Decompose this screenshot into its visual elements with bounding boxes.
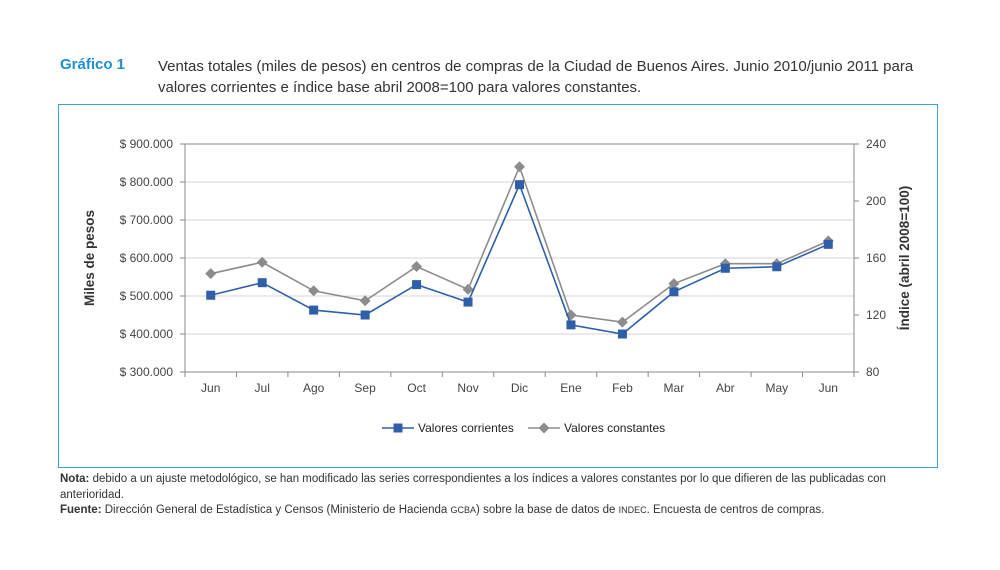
chart-frame [58,104,938,468]
fuente-text-3: . Encuesta de centros de compras. [646,504,825,516]
x-tick-label: Dic [511,381,528,395]
data-point-corrientes [463,297,473,307]
y2-axis-title: Índice (abril 2008=100) [897,186,912,330]
data-point-constantes [616,316,628,328]
x-tick-label: Mar [664,381,685,395]
data-point-corrientes [720,263,730,273]
notes-block: Nota: debido a un ajuste metodológico, s… [60,472,940,519]
x-tick-label: Oct [407,381,426,395]
data-point-corrientes [257,278,267,288]
y-tick-label: $ 600.000 [120,251,174,265]
fuente-indec: INDEC [618,505,647,515]
data-point-constantes [668,278,680,290]
y2-tick-label: 80 [866,365,880,379]
x-tick-label: Ene [560,381,582,395]
legend-marker-constantes [538,422,550,434]
data-point-corrientes [360,310,370,320]
y-tick-label: $ 300.000 [120,365,174,379]
fuente-gcba: GCBA [450,505,477,515]
fuente-label: Fuente: [60,504,102,516]
y-tick-label: $ 500.000 [120,289,174,303]
nota-line: Nota: debido a un ajuste metodológico, s… [60,472,940,503]
x-tick-label: Jul [255,381,270,395]
data-point-constantes [256,256,268,268]
x-tick-label: Sep [354,381,376,395]
y-tick-label: $ 400.000 [120,327,174,341]
legend-label-corrientes: Valores corrientes [418,421,514,435]
data-point-corrientes [515,180,524,190]
y2-tick-label: 240 [866,137,886,151]
data-point-corrientes [412,280,422,290]
nota-text: debido a un ajuste metodológico, se han … [60,473,886,501]
figure-label: Gráfico 1 [60,56,126,73]
data-point-corrientes [617,329,627,339]
y-tick-label: $ 900.000 [120,137,174,151]
data-point-constantes [205,268,217,280]
data-point-corrientes [823,239,833,249]
data-point-corrientes [566,320,576,330]
data-point-constantes [359,295,371,307]
x-tick-label: Jun [201,381,220,395]
y2-tick-label: 120 [866,308,886,322]
data-point-corrientes [669,287,679,297]
fuente-text-2: ) sobre la base de datos de [476,504,619,516]
fuente-text-1: Dirección General de Estadística y Censo… [101,504,451,516]
figure-title: Ventas totales (miles de pesos) en centr… [158,58,914,96]
x-tick-label: Abr [716,381,735,395]
legend-label-constantes: Valores constantes [564,421,665,435]
nota-label: Nota: [60,473,90,485]
series-line-corrientes [210,182,829,335]
legend-marker-corrientes [393,423,403,433]
data-point-constantes [411,261,423,273]
x-tick-label: May [765,381,788,395]
data-point-constantes [514,161,525,173]
data-point-constantes [462,283,474,295]
x-tick-label: Feb [612,381,633,395]
y2-tick-label: 160 [866,251,886,265]
data-point-constantes [308,285,320,297]
x-tick-label: Nov [457,381,478,395]
y-axis-title: Miles de pesos [82,210,97,306]
y-tick-label: $ 700.000 [120,213,174,227]
y2-tick-label: 200 [866,194,886,208]
data-point-corrientes [206,290,216,300]
data-point-corrientes [309,305,319,315]
series-line-constantes [210,164,829,323]
x-tick-label: Ago [303,381,325,395]
data-point-corrientes [772,262,782,272]
y-tick-label: $ 800.000 [120,175,174,189]
fuente-line: Fuente: Dirección General de Estadística… [60,503,940,519]
x-tick-label: Jun [819,381,838,395]
